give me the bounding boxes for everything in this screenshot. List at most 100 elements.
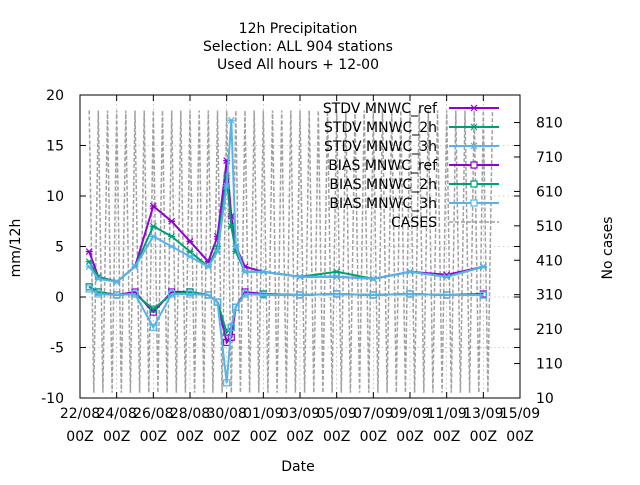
series-point	[259, 291, 267, 299]
y-tick-label: -5	[50, 341, 64, 357]
y-axis-label: mm/12h	[8, 219, 24, 278]
series-lines	[85, 116, 487, 387]
series-point	[333, 273, 341, 281]
series-point	[227, 116, 235, 124]
series-point	[186, 253, 194, 261]
y2-tick-label: 210	[536, 322, 563, 338]
y2-tick-label: 610	[536, 184, 563, 200]
x-tick-label: 00Z	[323, 429, 350, 445]
x-tick-label: 00Z	[250, 429, 277, 445]
series-point	[406, 290, 414, 298]
series-line	[88, 120, 484, 283]
series-point	[149, 202, 157, 210]
series-point	[168, 232, 176, 240]
x-tick-label: 00Z	[360, 429, 387, 445]
x-tick-label: 28/08	[170, 406, 210, 422]
y2-tick-label: 710	[536, 150, 563, 166]
series-point	[131, 290, 139, 298]
series-point	[296, 291, 304, 299]
legend-label: STDV MNWC_ref	[323, 101, 438, 117]
series-point	[227, 222, 235, 230]
series-point	[296, 273, 304, 281]
y-tick-label: 0	[55, 290, 64, 306]
x-tick-label: 15/09	[500, 406, 540, 422]
y2-tick-label: 510	[536, 219, 563, 235]
x-tick-label: 07/09	[353, 406, 393, 422]
series-point	[369, 291, 377, 299]
y2-tick-label: 810	[536, 116, 563, 132]
legend-marker	[470, 161, 478, 169]
legend-label: BIAS MNWC_2h	[329, 177, 437, 193]
x-tick-label: 30/08	[206, 406, 246, 422]
series-point	[241, 268, 249, 276]
x-tick-label: 00Z	[433, 429, 460, 445]
x-tick-label: 13/09	[463, 406, 503, 422]
series-point	[168, 290, 176, 298]
legend-marker	[470, 123, 478, 131]
series-point	[94, 275, 102, 283]
title-line: Selection: ALL 904 stations	[203, 39, 393, 55]
series-point	[85, 258, 93, 266]
series-point	[443, 273, 451, 281]
series-point	[131, 263, 139, 271]
series-point	[479, 263, 487, 271]
y2-tick-label: 10	[536, 391, 554, 407]
cases-series	[88, 110, 494, 393]
x-tick-label: 09/09	[390, 406, 430, 422]
y-tick-label: 5	[55, 240, 64, 256]
series-point	[213, 298, 222, 306]
x-tick-label: 22/08	[60, 406, 100, 422]
x-tick-label: 00Z	[140, 429, 167, 445]
y-tick-label: -10	[41, 391, 64, 407]
legend-label: BIAS MNWC_3h	[329, 196, 437, 212]
series-point	[333, 290, 341, 298]
legend-label: STDV MNWC_2h	[324, 120, 437, 136]
series-point	[113, 291, 121, 299]
series-point	[94, 290, 102, 298]
series-point	[204, 263, 212, 271]
x-tick-label: 00Z	[176, 429, 203, 445]
series-point	[259, 268, 267, 276]
x-tick-label: 00Z	[213, 429, 240, 445]
legend-marker	[470, 180, 478, 188]
series-point	[204, 291, 212, 299]
series-point	[241, 290, 249, 298]
series-point	[85, 248, 93, 255]
y2-tick-label: 310	[536, 288, 563, 304]
series-point	[232, 243, 240, 250]
legend-marker	[470, 199, 478, 207]
legend-label: BIAS MNWC_ref	[328, 158, 438, 174]
x-tick-label: 00Z	[66, 429, 93, 445]
x-tick-label: 03/09	[280, 406, 320, 422]
series-point	[113, 278, 121, 286]
cases-line	[88, 110, 494, 393]
series-point	[223, 379, 231, 387]
series-point	[168, 243, 176, 250]
x-tick-label: 00Z	[396, 429, 423, 445]
y-tick-label: 20	[46, 88, 64, 104]
y2-tick-label: 110	[536, 357, 563, 373]
series-line	[88, 288, 484, 384]
title-line: 12h Precipitation	[239, 21, 358, 37]
series-point	[149, 222, 157, 230]
axes: -10-505101520101102103104105106107108102…	[41, 88, 563, 445]
legend-label: CASES	[391, 215, 437, 231]
y2-axis-label: No cases	[600, 217, 616, 280]
series-point	[168, 217, 176, 225]
series-point	[333, 268, 341, 276]
series-point	[223, 182, 231, 190]
series-point	[149, 232, 157, 240]
series-point	[85, 285, 93, 293]
series-point	[227, 323, 235, 331]
x-tick-label: 01/09	[243, 406, 283, 422]
legend-label: STDV MNWC_3h	[324, 139, 437, 155]
series-point	[186, 290, 194, 298]
legend: STDV MNWC_ref STDV MNWC_2h STDV MNWC_3h BIA…	[323, 101, 499, 231]
legend-marker	[470, 104, 478, 112]
x-tick-label: 26/08	[133, 406, 173, 422]
x-tick-label: 00Z	[103, 429, 130, 445]
series-point	[149, 305, 157, 313]
y2-tick-label: 410	[536, 253, 563, 269]
series-point	[186, 238, 194, 245]
series-point	[223, 328, 231, 336]
